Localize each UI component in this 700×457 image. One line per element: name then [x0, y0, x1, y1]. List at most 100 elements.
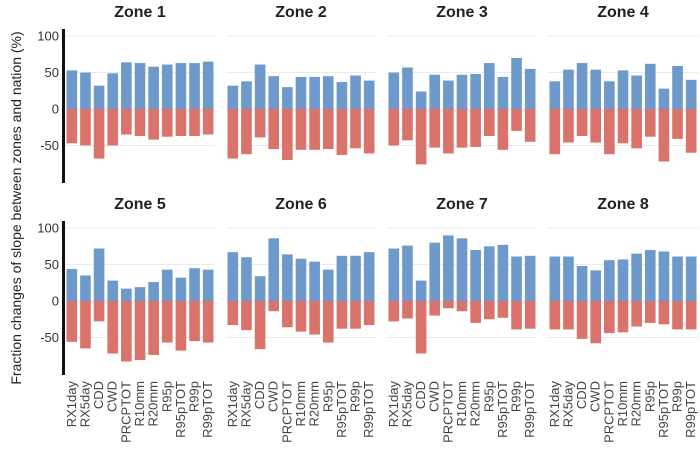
bar-positive: [363, 252, 375, 301]
y-tick-label: 50: [45, 257, 59, 272]
x-tick-label: R20mm: [307, 381, 322, 427]
panel-zone-4: Zone 4: [548, 4, 698, 162]
x-tick-label: RX1day: [547, 381, 562, 428]
bar-negative: [511, 301, 522, 330]
x-tick-label: PRCPTOT: [440, 381, 455, 443]
bar-negative: [322, 301, 334, 343]
bar-positive: [415, 91, 427, 109]
bar-negative: [483, 109, 495, 136]
bar-negative: [590, 301, 602, 344]
x-tick-label: PRCPTOT: [601, 381, 616, 443]
bar-positive: [107, 73, 119, 109]
bar-positive: [590, 69, 602, 109]
bar-negative: [134, 109, 146, 136]
bar-positive: [590, 270, 602, 301]
bar-positive: [563, 69, 574, 109]
bar-negative: [429, 301, 441, 316]
bar-negative: [134, 301, 146, 361]
bar-positive: [282, 87, 293, 109]
y-tick-label: 100: [37, 29, 59, 44]
x-tick-label: R99p: [670, 381, 685, 412]
bar-positive: [189, 268, 200, 301]
bar-positive: [66, 70, 78, 109]
bar-negative: [388, 109, 400, 146]
bar-positive: [443, 80, 454, 109]
bar-positive: [497, 76, 509, 109]
bar-negative: [658, 301, 670, 325]
bar-negative: [402, 109, 413, 141]
x-tick-label: R99p: [348, 381, 363, 412]
bar-positive: [134, 63, 146, 109]
bar-positive: [604, 260, 615, 301]
bar-positive: [483, 246, 495, 301]
bar-negative: [456, 109, 468, 148]
bar-negative: [350, 109, 361, 149]
bar-positive: [175, 277, 187, 301]
bar-negative: [121, 109, 132, 135]
x-tick-label: CWD: [105, 381, 120, 412]
bar-positive: [644, 249, 656, 301]
x-tick-label: R20mm: [146, 381, 161, 427]
bar-negative: [388, 301, 400, 322]
bar-positive: [189, 63, 200, 109]
bar-negative: [672, 301, 683, 330]
bar-negative: [66, 109, 78, 144]
panel-title: Zone 1: [114, 4, 166, 21]
bar-negative: [161, 301, 173, 343]
bar-positive: [202, 61, 214, 109]
x-tick-label: R95pTOT: [495, 381, 510, 438]
bar-positive: [363, 80, 375, 109]
bar-positive: [576, 266, 588, 301]
panel-title: Zone 8: [597, 196, 649, 213]
panel-title: Zone 6: [275, 196, 327, 213]
bar-positive: [322, 76, 334, 109]
y-tick-label: 100: [37, 221, 59, 236]
x-tick-label: R99pTOT: [361, 381, 376, 438]
bar-positive: [227, 252, 239, 301]
bar-positive: [563, 256, 574, 301]
bar-negative: [563, 301, 574, 330]
bar-negative: [631, 301, 642, 327]
bar-negative: [483, 301, 495, 320]
bar-positive: [93, 248, 105, 301]
bar-positive: [576, 63, 588, 109]
y-tick-label: 0: [52, 102, 59, 117]
bar-negative: [161, 109, 173, 137]
bar-negative: [295, 109, 307, 150]
bar-positive: [604, 81, 615, 109]
bar-positive: [227, 85, 239, 109]
bar-positive: [429, 242, 441, 301]
bar-negative: [268, 301, 280, 312]
bar-negative: [402, 301, 413, 319]
x-tick-label: R95pTOT: [656, 381, 671, 438]
x-tick-label: R95pTOT: [334, 381, 349, 438]
x-tick-label: CDD: [252, 381, 267, 409]
y-tick-label: 50: [45, 65, 59, 80]
panel-zone-2: Zone 2: [226, 4, 376, 161]
x-tick-label: RX5day: [400, 381, 415, 428]
x-tick-label: CDD: [413, 381, 428, 409]
bar-positive: [148, 282, 159, 301]
bar-positive: [644, 63, 656, 109]
bar-negative: [268, 109, 280, 150]
bar-positive: [524, 68, 536, 109]
bar-negative: [309, 109, 320, 150]
bar-negative: [148, 109, 159, 140]
bar-negative: [148, 301, 159, 355]
bar-positive: [549, 256, 561, 301]
bar-negative: [189, 301, 200, 342]
bar-positive: [336, 82, 348, 109]
bar-negative: [241, 109, 252, 155]
bar-positive: [443, 235, 454, 301]
x-tick-label: PRCPTOT: [279, 381, 294, 443]
bar-negative: [322, 109, 334, 150]
bar-negative: [524, 301, 536, 329]
chart-panels: Zone 1 100 50 0 -50 Zone 2 Zone 3 Zone 4 Zone 5 1…: [37, 4, 698, 443]
x-tick-label: R99pTOT: [683, 381, 698, 438]
bar-positive: [388, 72, 400, 109]
y-tick-label: -50: [40, 138, 59, 153]
x-tick-label: R10mm: [293, 381, 308, 427]
x-tick-label: CWD: [588, 381, 603, 412]
bar-negative: [456, 301, 468, 312]
bar-positive: [268, 76, 280, 109]
